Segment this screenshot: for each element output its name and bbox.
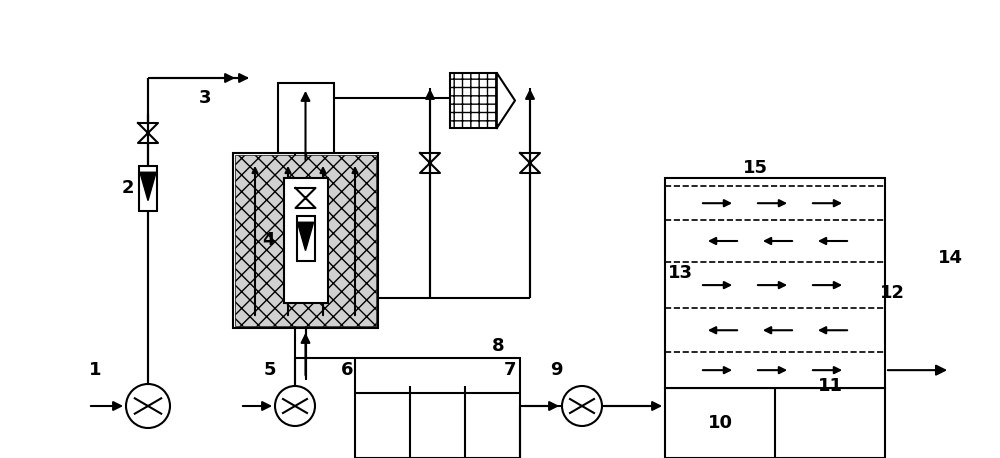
Bar [278, 83, 334, 153]
Text: 3: 3 [199, 89, 211, 107]
Bar [450, 73, 497, 128]
Text: 7: 7 [504, 361, 516, 379]
Text: 14: 14 [938, 249, 962, 267]
Bar [665, 178, 885, 388]
Text: 1: 1 [89, 361, 101, 379]
Text: 10: 10 [708, 414, 732, 432]
Bar [665, 388, 885, 458]
Bar [284, 178, 328, 303]
Text: 11: 11 [818, 377, 842, 395]
Bar [235, 155, 376, 326]
Bar [233, 153, 378, 328]
Text: 12: 12 [880, 284, 904, 302]
Text: 8: 8 [492, 337, 504, 355]
Polygon shape [140, 172, 156, 201]
Bar [139, 165, 157, 211]
Bar [296, 216, 314, 261]
Text: 15: 15 [742, 159, 768, 177]
Text: 6: 6 [341, 361, 353, 379]
Polygon shape [497, 73, 515, 128]
Text: 13: 13 [668, 264, 692, 282]
Text: 2: 2 [122, 179, 134, 197]
Polygon shape [297, 222, 314, 251]
Text: 9: 9 [550, 361, 562, 379]
Text: 5: 5 [264, 361, 276, 379]
Text: 4: 4 [262, 231, 274, 249]
Bar [355, 358, 520, 458]
